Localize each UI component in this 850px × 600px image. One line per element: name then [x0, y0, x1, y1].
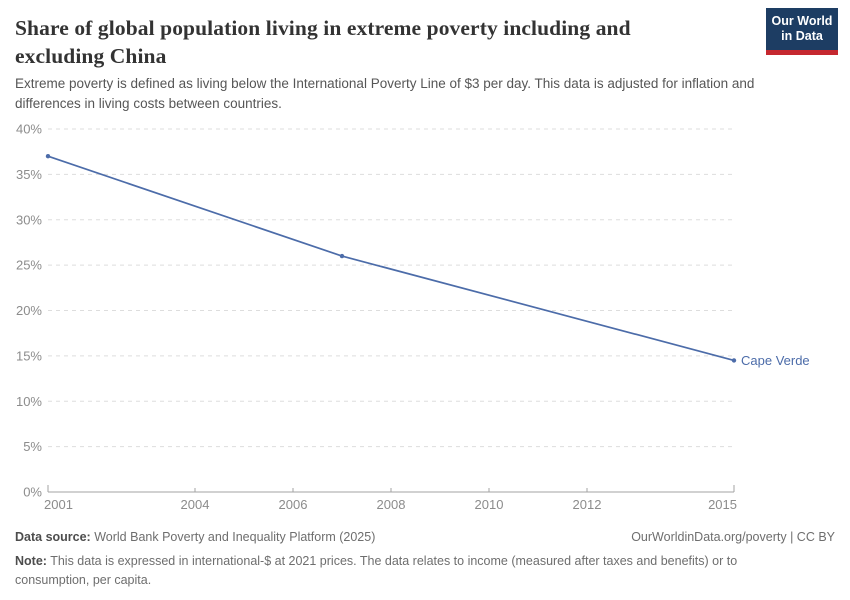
x-tick-label: 2015 — [708, 497, 737, 512]
y-tick-label: 30% — [16, 212, 42, 227]
y-tick-label: 35% — [16, 167, 42, 182]
x-tick-label: 2010 — [475, 497, 504, 512]
data-source-text: World Bank Poverty and Inequality Platfo… — [94, 530, 376, 544]
note-label: Note: — [15, 553, 47, 568]
y-tick-label: 0% — [23, 485, 42, 500]
y-tick-label: 25% — [16, 258, 42, 273]
license-text: OurWorldinData.org/poverty | CC BY — [631, 530, 835, 544]
x-tick-label: 2008 — [377, 497, 406, 512]
x-tick-label: 2006 — [279, 497, 308, 512]
y-tick-label: 20% — [16, 303, 42, 318]
source-row: Data source: World Bank Poverty and Ineq… — [15, 528, 835, 547]
y-tick-label: 5% — [23, 439, 42, 454]
data-source-label: Data source: — [15, 530, 91, 544]
owid-logo: Our World in Data — [766, 8, 838, 55]
data-point — [731, 358, 737, 363]
chart-note: Note: This data is expressed in internat… — [15, 552, 805, 590]
y-tick-label: 40% — [16, 122, 42, 137]
line-chart: 0% 5% 10% 15% 20% 25% 30% 35% 40% 2001 2004 2006 200… — [16, 122, 810, 513]
x-tick-label: 2012 — [573, 497, 602, 512]
chart-subtitle: Extreme poverty is defined as living bel… — [15, 76, 755, 111]
y-tick-label: 15% — [16, 348, 42, 363]
y-tick-label: 10% — [16, 394, 42, 409]
series-label: Cape Verde — [741, 353, 810, 368]
x-tick-label: 2001 — [44, 497, 73, 512]
data-source: Data source: World Bank Poverty and Ineq… — [15, 528, 375, 547]
owid-logo-line1: Our World — [771, 14, 833, 28]
data-point — [45, 154, 51, 159]
note-text: This data is expressed in international-… — [15, 553, 738, 587]
series-line — [47, 155, 735, 362]
page-title: Share of global population living in ext… — [15, 16, 631, 69]
data-point — [339, 253, 345, 259]
x-tick-label: 2004 — [181, 497, 210, 512]
owid-logo-line2: in Data — [781, 29, 823, 44]
chart-footer: Data source: World Bank Poverty and Ineq… — [15, 528, 835, 589]
